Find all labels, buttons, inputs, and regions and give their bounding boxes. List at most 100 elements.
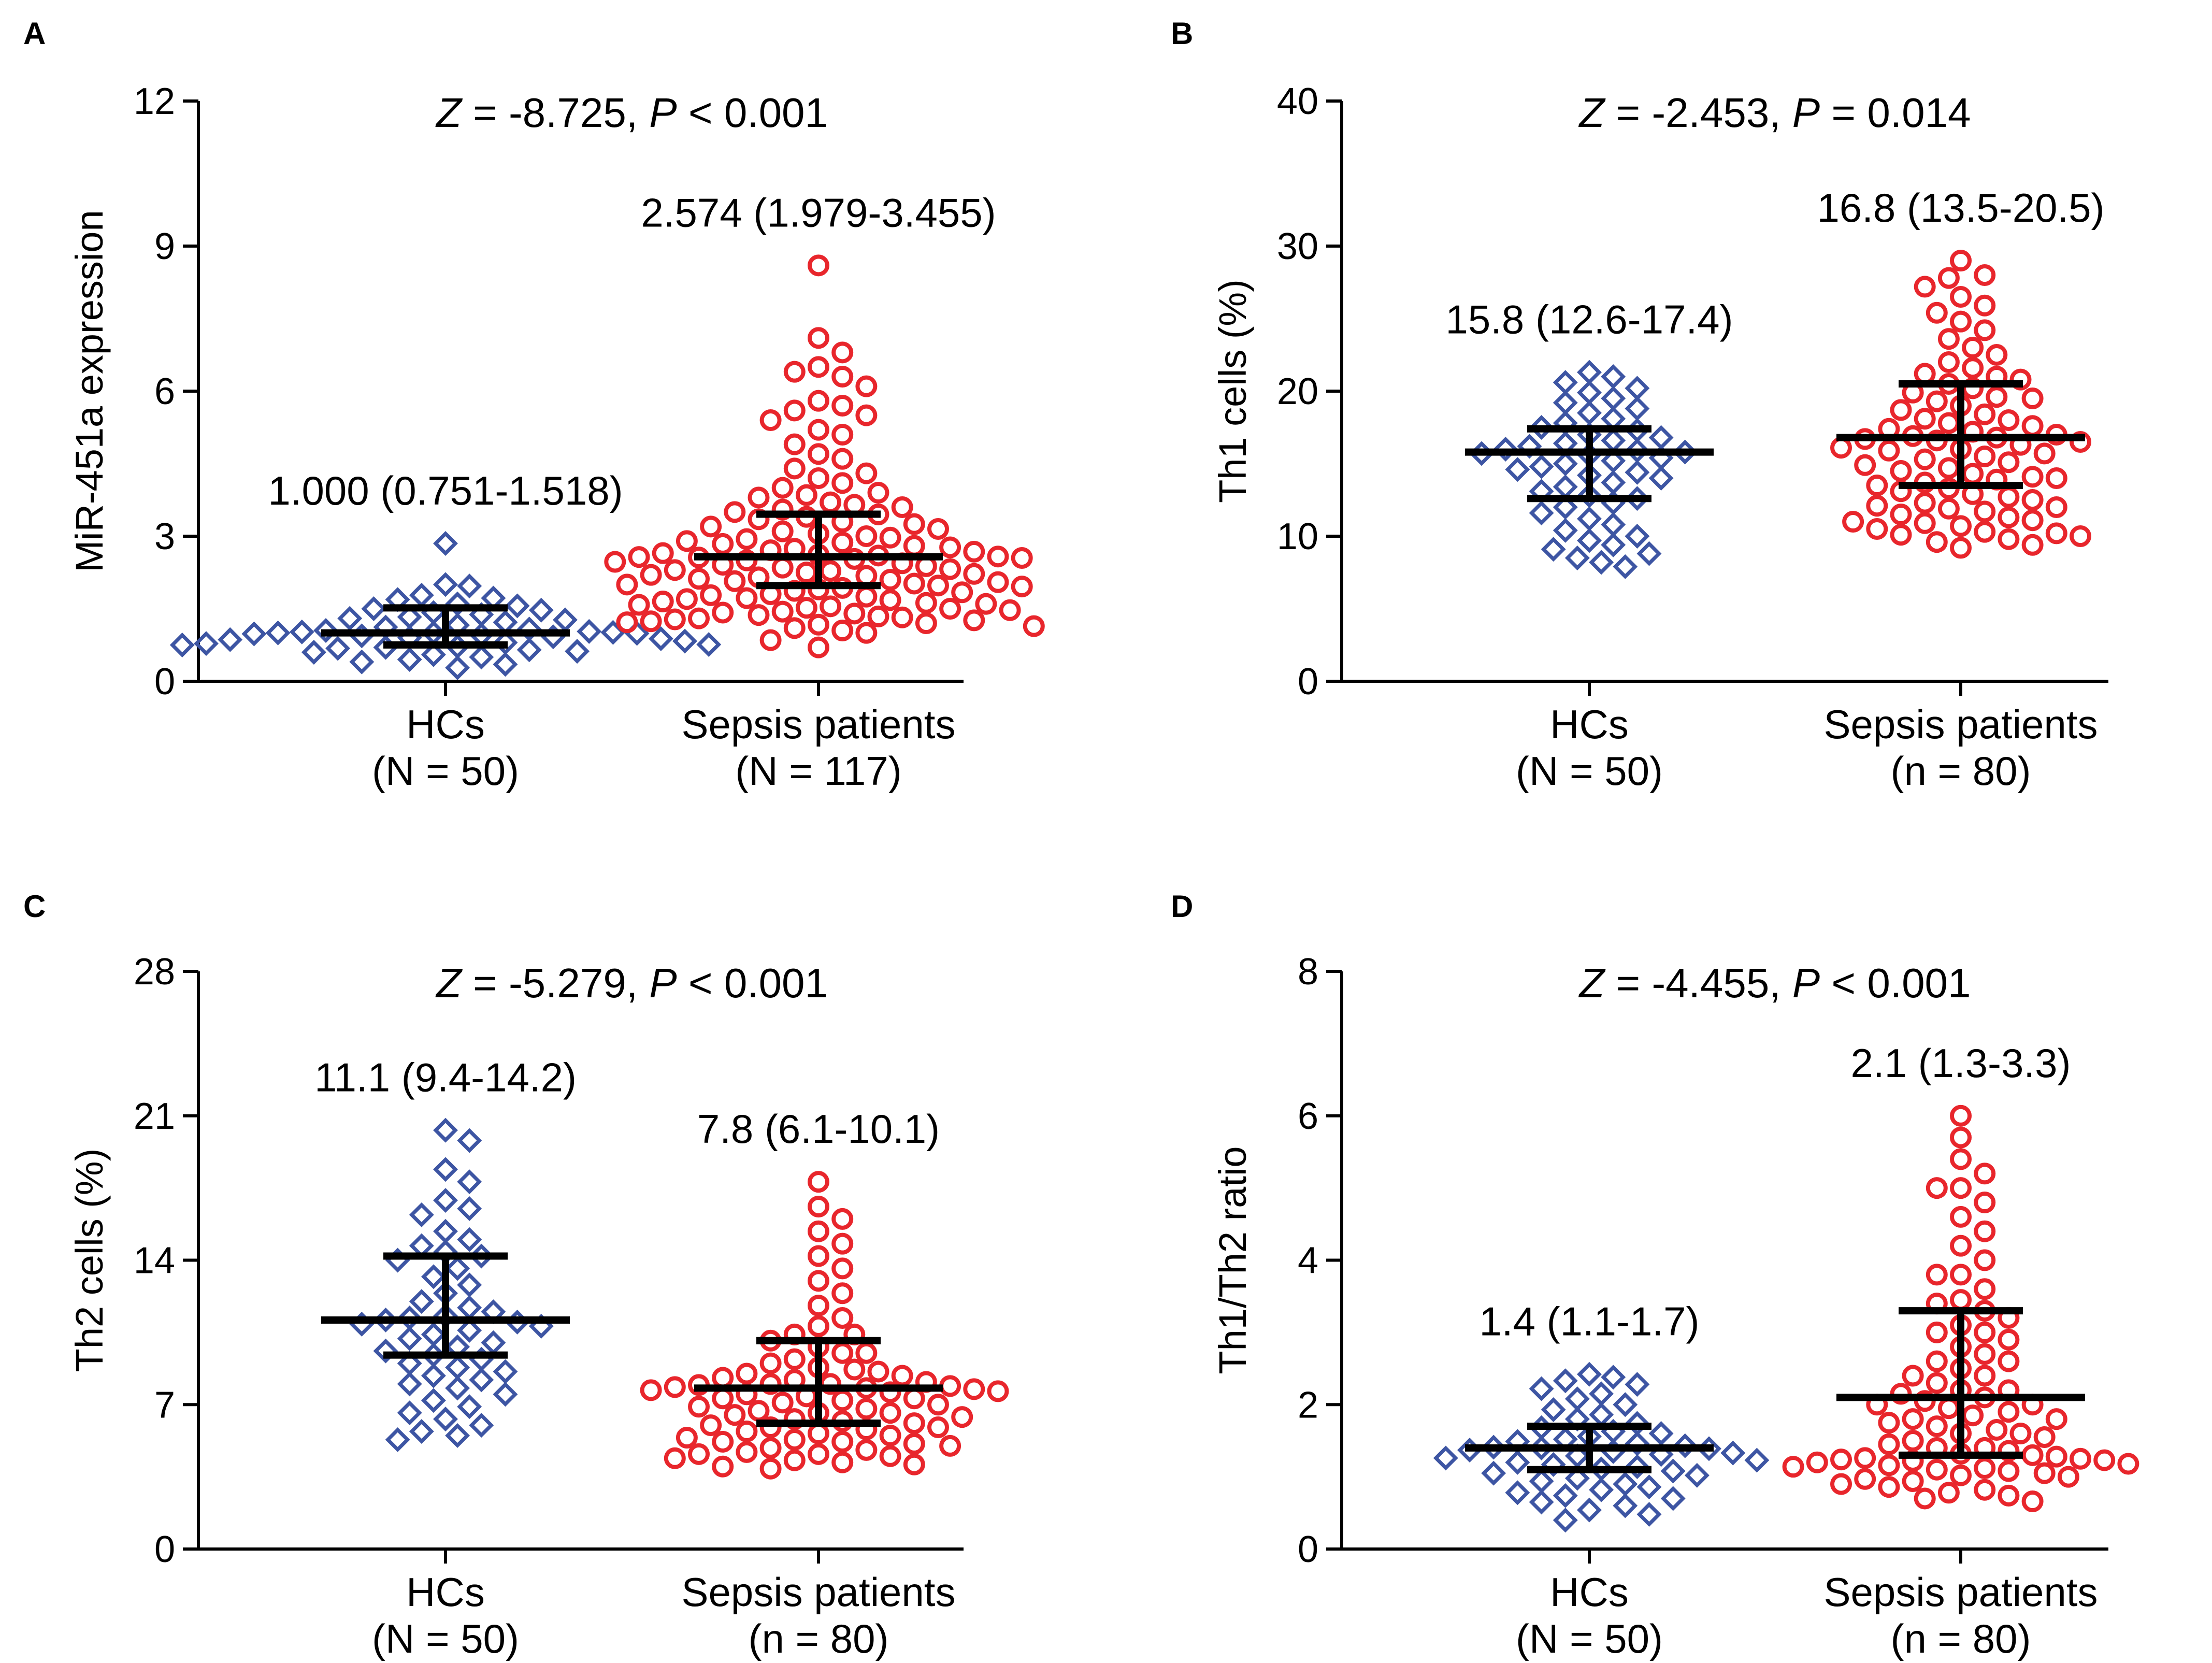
data-point [577,619,602,644]
data-point [963,540,985,563]
data-point [1950,310,1972,333]
data-point [1854,454,1876,476]
data-point [2021,466,2044,488]
stat-value: 0.001 [724,90,828,136]
data-point [1937,412,1960,434]
data-point [1950,1235,1972,1257]
data-point [1878,1454,1900,1476]
data-point [1962,1404,1984,1427]
data-point [1553,1508,1578,1533]
data-point [771,556,794,579]
data-point [879,1424,901,1446]
stat-annotation: Z = -2.453, P = 0.014 [1578,90,1971,136]
data-point [1625,396,1650,421]
data-point [1553,518,1578,543]
data-point [915,592,937,614]
data-point [1564,1443,1590,1469]
data-point [493,1359,518,1384]
data-point [939,558,961,580]
data-point [855,622,878,644]
stat-value: 0.001 [1867,960,1971,1006]
data-point [831,472,854,494]
data-point [915,612,937,634]
data-point [1684,1463,1710,1488]
data-point [457,1394,482,1420]
stat-value: 0.014 [1867,90,1971,136]
data-point [325,636,351,661]
y-tick-label: 4 [1298,1240,1318,1282]
data-point [2070,525,2091,547]
data-point [2045,496,2067,518]
data-point [2045,1445,2067,1468]
data-point [604,551,626,573]
data-point [1553,1368,1578,1394]
data-point [672,628,697,654]
data-point [1541,1397,1566,1422]
data-point [676,530,698,552]
data-point [1890,524,1912,546]
median-iqr-label: 16.8 (13.5-20.5) [1817,185,2104,231]
data-point [939,536,961,558]
data-point [1926,1264,1948,1286]
data-point [1878,1433,1900,1455]
data-point [1744,1447,1770,1473]
data-point [469,644,494,670]
group-sepsis: Sepsis patients(n = 80) 16.8 (13.5-20.5) [1817,185,2104,794]
data-point [565,639,590,664]
data-point [808,1245,829,1267]
stat-value: -8.725 [509,90,626,136]
data-point [748,1400,770,1422]
data-point [808,356,829,378]
data-point [2021,415,2044,437]
data-point [1998,1350,2020,1372]
data-point [1878,1412,1900,1434]
data-point [820,560,842,582]
data-point [1625,524,1650,549]
data-point [1541,1452,1566,1477]
data-point [831,395,854,417]
data-point [1564,546,1590,570]
data-point [855,585,878,608]
data-point [903,1432,925,1455]
data-point [1433,1445,1458,1471]
data-point [688,1443,710,1465]
x-tick-label: HCs [406,1569,485,1615]
data-point [1890,460,1912,482]
data-point [831,341,854,364]
data-point [1998,486,2020,508]
data-point [783,1449,806,1471]
data-point [712,1367,734,1389]
data-point [1505,1480,1530,1506]
stat-symbol: P [649,960,677,1006]
data-point [469,1413,494,1438]
data-point [808,390,829,412]
stat-value: -5.279 [509,960,626,1006]
x-tick-label: HCs [1550,1569,1629,1615]
data-point [843,1358,866,1381]
data-point [831,424,854,446]
data-point [783,361,806,383]
data-point [831,1307,854,1329]
stat-separator [1820,90,1831,136]
data-point [433,1188,458,1213]
data-point [652,591,674,612]
data-point [1577,360,1602,385]
data-point [1914,1487,1936,1510]
data-point [1577,1497,1602,1523]
data-point [1926,302,1948,324]
data-point [855,1398,878,1420]
data-point [1986,344,2008,366]
y-tick-label: 2 [1298,1384,1318,1426]
data-point [831,1232,854,1255]
x-tick-sublabel: (n = 80) [1891,748,2031,794]
y-tick-label: 0 [1298,661,1318,703]
data-point [1553,370,1578,395]
stat-separator: , [626,960,649,1006]
stat-separator [713,960,724,1006]
median-iqr-label: 1.000 (0.751-1.518) [268,468,623,513]
data-point [1529,1489,1554,1515]
data-point [421,1322,446,1347]
data-point [1950,286,1972,308]
data-point [1950,537,1972,559]
x-tick-label: Sepsis patients [1824,701,2098,747]
